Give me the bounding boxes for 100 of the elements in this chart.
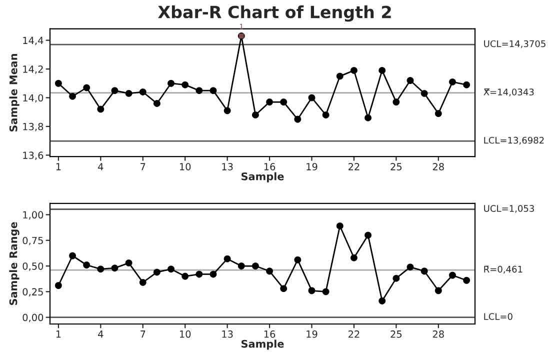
y-tick-label: 0,50	[22, 262, 44, 271]
point	[322, 288, 330, 296]
x-tick-label: 19	[306, 163, 318, 170]
point	[449, 78, 456, 86]
point	[111, 87, 118, 94]
point	[238, 262, 245, 270]
ref-line-label: X̿=14,0343	[484, 88, 534, 96]
point	[210, 87, 217, 94]
x-tick-label: 13	[222, 163, 233, 170]
y-tick-label: 14,0	[23, 94, 44, 103]
y-axis-title: Sample Range	[9, 222, 20, 305]
point	[350, 66, 358, 74]
x-tick-label: 13	[222, 330, 233, 338]
point	[111, 264, 118, 272]
point	[168, 266, 174, 273]
ref-line-label: R̄=0,461	[484, 266, 522, 274]
point	[420, 268, 428, 275]
point	[463, 276, 470, 284]
point	[83, 262, 90, 268]
y-tick-label: 0,00	[22, 314, 44, 322]
point	[168, 80, 174, 87]
point	[364, 114, 372, 122]
point	[266, 98, 274, 106]
point	[69, 92, 76, 100]
x-tick-label: 25	[390, 163, 402, 170]
x-tick-label: 28	[432, 163, 444, 170]
x-tick-label: 1	[56, 163, 61, 170]
point	[434, 110, 442, 117]
point	[406, 264, 414, 271]
x-tick-label: 4	[98, 163, 104, 170]
point	[350, 254, 358, 262]
point	[69, 252, 76, 260]
x-tick-label: 19	[306, 330, 318, 338]
point	[139, 278, 146, 286]
x-tick-label: 10	[180, 163, 191, 170]
y-axis-title: Sample Mean	[9, 54, 20, 132]
x-tick-label: 25	[390, 330, 402, 338]
point	[280, 98, 288, 106]
x-tick-label: 7	[140, 163, 146, 170]
point	[336, 72, 344, 80]
y-tick-label: 13,6	[23, 152, 44, 160]
point	[224, 107, 231, 114]
x-tick-label: 22	[348, 163, 360, 170]
point	[125, 259, 132, 266]
point	[125, 90, 132, 97]
point	[196, 87, 203, 94]
ref-line-label: LCL=0	[484, 313, 512, 320]
x-tick-label: 7	[140, 330, 146, 338]
point	[406, 77, 414, 84]
x-tick-label: 10	[180, 330, 191, 338]
point	[266, 268, 274, 275]
point	[308, 287, 316, 294]
point	[294, 256, 302, 264]
ref-line-label: UCL=14,3705	[484, 40, 546, 48]
y-tick-label: 14,4	[23, 36, 44, 46]
point	[54, 80, 62, 87]
point	[224, 255, 231, 262]
y-tick-label: 1,00	[23, 211, 44, 220]
point	[182, 81, 189, 88]
point	[210, 270, 217, 278]
x-tick-label: 4	[98, 330, 104, 338]
point	[83, 84, 90, 92]
point	[97, 106, 104, 113]
x-tick-label: 28	[432, 330, 444, 338]
point	[434, 287, 442, 294]
point	[463, 81, 470, 88]
point	[322, 111, 330, 118]
x-tick-label: 22	[348, 330, 360, 338]
point	[378, 297, 386, 304]
point	[252, 262, 259, 270]
point	[54, 282, 62, 289]
point	[392, 274, 400, 282]
point	[153, 100, 160, 107]
point	[252, 111, 259, 118]
ref-line-label: LCL=13,6982	[484, 136, 544, 145]
point	[97, 266, 104, 273]
point	[308, 94, 316, 102]
x-tick-label: 16	[264, 330, 276, 338]
point	[378, 66, 386, 74]
point	[153, 268, 160, 276]
chart-title: Xbar-R Chart of Length 2	[158, 5, 391, 22]
x-axis-title: Sample	[242, 340, 284, 350]
point	[196, 270, 203, 278]
point	[364, 232, 372, 239]
point	[392, 98, 400, 106]
x-tick-label: 1	[56, 330, 61, 338]
point	[449, 272, 456, 279]
ref-line-label: UCL=1,053	[484, 205, 534, 213]
y-tick-label: 13,8	[23, 122, 44, 132]
x-axis-title: Sample	[242, 172, 284, 182]
point	[336, 222, 344, 230]
y-tick-label: 0,25	[22, 288, 43, 296]
y-tick-label: 14,2	[23, 65, 43, 74]
point	[182, 272, 189, 280]
x-tick-label: 16	[264, 163, 276, 170]
y-tick-label: 0,75	[22, 236, 43, 246]
point	[139, 88, 146, 96]
point	[420, 90, 428, 97]
point	[294, 116, 302, 123]
point	[280, 285, 288, 292]
